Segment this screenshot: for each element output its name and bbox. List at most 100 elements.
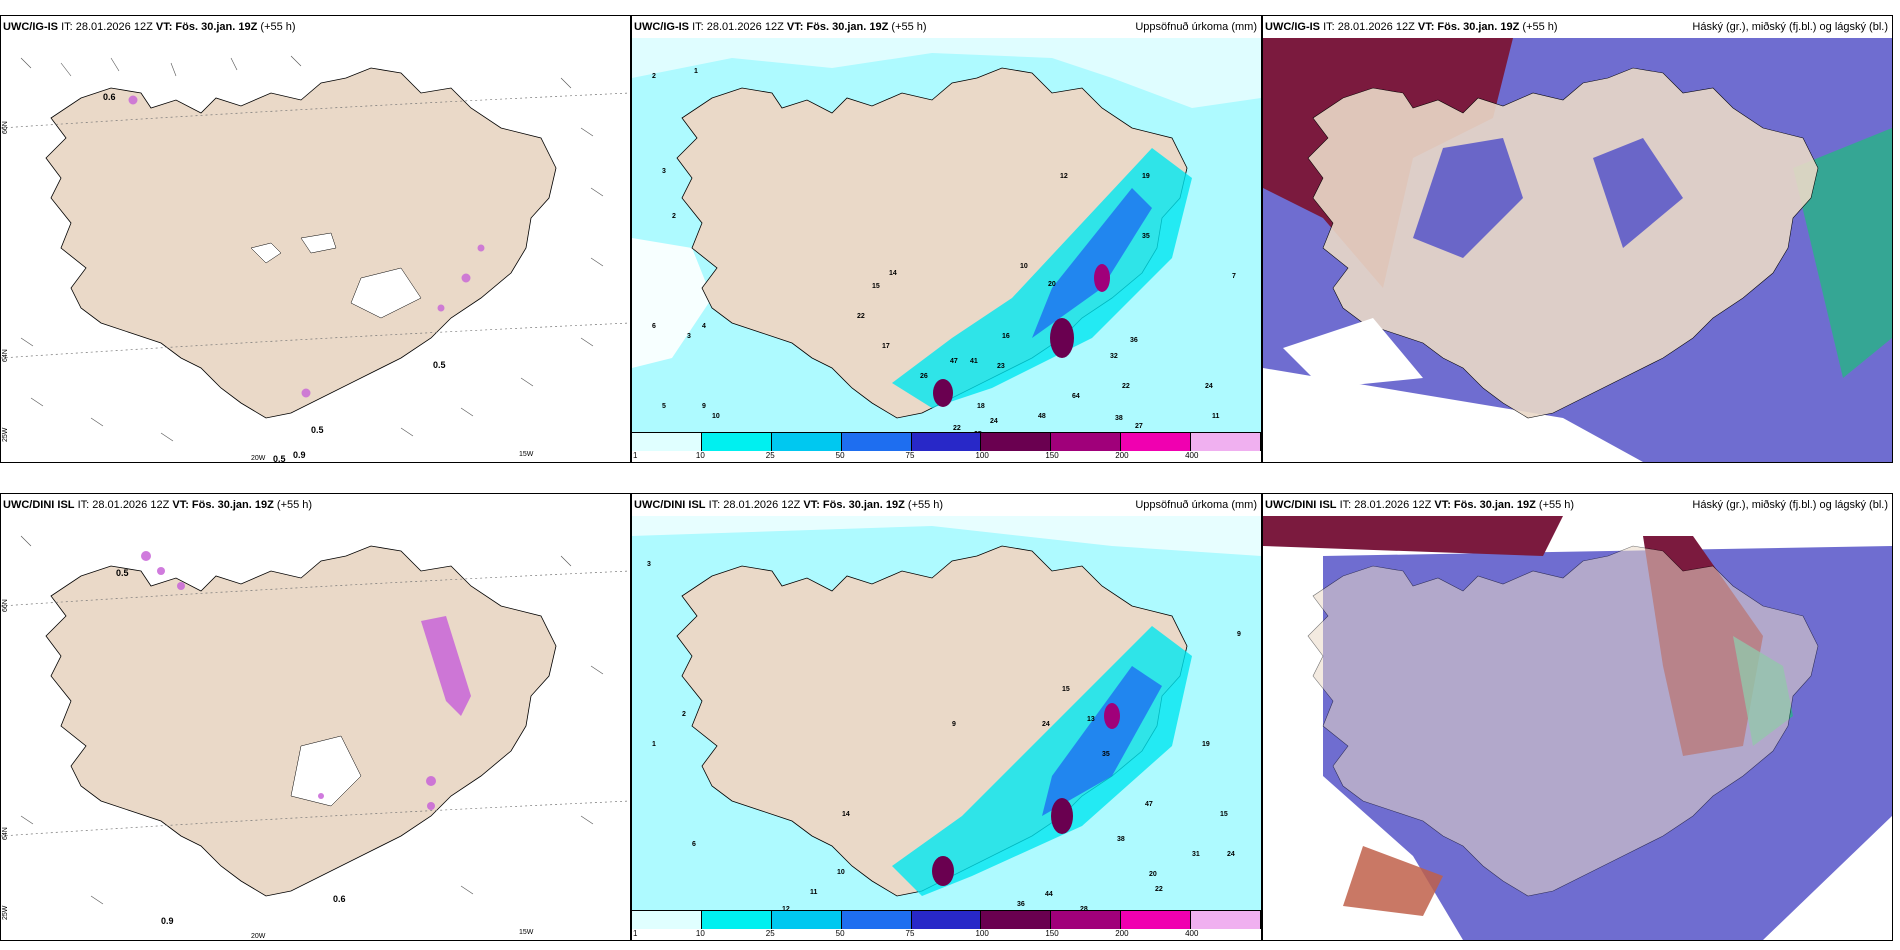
panel-header: UWC/IG-IS IT: 28.01.2026 12Z VT: Fös. 30…: [3, 21, 296, 33]
precip-value: 3: [687, 333, 691, 340]
lon-label: 25W: [2, 427, 9, 442]
colorbar-segment: [841, 433, 912, 451]
precip-value: 12: [1060, 173, 1068, 180]
precip-value: 24: [1227, 851, 1235, 858]
lon-label: 15W: [519, 451, 534, 458]
precip-value: 2: [652, 73, 656, 80]
precip-value: 35: [1142, 233, 1150, 240]
colorbar: 1 10 25 50 75 100 150 200 400: [632, 432, 1261, 462]
precip-value: 24: [1042, 721, 1050, 728]
precip-value: 44: [1045, 891, 1053, 898]
value-label: 0.9: [293, 450, 306, 460]
panel-dini-wind: UWC/DINI ISL IT: 28.01.2026 12Z VT: Fös.…: [0, 493, 631, 941]
precip-value: 7: [1232, 273, 1236, 280]
precip-value: 38: [1115, 415, 1123, 422]
precip-value: 47: [950, 358, 958, 365]
colorbar-tick: 100: [975, 929, 989, 938]
colorbar-segment: [1191, 433, 1261, 451]
value-label: 0.5: [116, 568, 129, 578]
colorbar-tick: 400: [1185, 451, 1199, 460]
precip-value: 11: [810, 889, 818, 896]
colorbar-tick: 10: [695, 929, 705, 938]
precip-value: 35: [1102, 751, 1110, 758]
precip-map: 2 1 3 6 3 5 2 4 8 9 10 14 15 22 17 47 41…: [632, 38, 1261, 432]
precip-value: 5: [662, 403, 666, 410]
value-label: 0.6: [333, 894, 346, 904]
precip-value: 26: [920, 373, 928, 380]
precip-value: 38: [1117, 836, 1125, 843]
lat-label: 64N: [2, 349, 9, 362]
colorbar-tick: 10: [695, 451, 705, 460]
precip-value: 10: [1020, 263, 1028, 270]
colorbar-tick: 50: [835, 929, 845, 938]
precip-value: 24: [990, 418, 998, 425]
lat-label: 64N: [2, 827, 9, 840]
colorbar-tick: 75: [905, 451, 915, 460]
colorbar-segment: [1051, 433, 1122, 451]
precip-value: 48: [1038, 413, 1046, 420]
colorbar-tick: 400: [1185, 929, 1199, 938]
precip-value: 24: [1205, 383, 1213, 390]
precip-value: 15: [1062, 686, 1070, 693]
precip-value: 11: [1212, 413, 1220, 420]
colorbar-segment: [911, 911, 982, 929]
precip-value: 10: [837, 869, 845, 876]
panel-ig-clouds: UWC/IG-IS IT: 28.01.2026 12Z VT: Fös. 30…: [1262, 15, 1893, 463]
colorbar-segment: [911, 433, 982, 451]
lat-label: 66N: [2, 121, 9, 134]
colorbar-segment: [1051, 911, 1122, 929]
precip-value: 36: [1130, 337, 1138, 344]
colorbar-segment: [632, 433, 702, 451]
precip-value: 14: [889, 270, 897, 277]
precip-value: 25: [974, 431, 982, 432]
colorbar-tick: 25: [765, 929, 775, 938]
lon-label: 20W: [251, 933, 266, 940]
colorbar-segment: [701, 433, 772, 451]
precip-value: 20: [1149, 871, 1157, 878]
lon-label: 25W: [2, 905, 9, 920]
precip-value: 9: [702, 403, 706, 410]
precip-value: 1: [694, 68, 698, 75]
precip-value: 9: [952, 721, 956, 728]
wind-map: 66N 64N 25W 20W 15W 0.5 0.9 0.6: [1, 516, 630, 940]
precip-value: 14: [842, 811, 850, 818]
wind-map: 66N 64N 25W 20W 15W 0.6 0.5 0.5 0.5 0.9: [1, 38, 630, 462]
precip-value: 36: [1017, 901, 1025, 908]
precip-value: 20: [1048, 281, 1056, 288]
colorbar-tick: 75: [905, 929, 915, 938]
precip-value: 6: [692, 841, 696, 848]
precip-value: 22: [1155, 886, 1163, 893]
colorbar-tick: 50: [835, 451, 845, 460]
colorbar-segment: [701, 911, 772, 929]
panel-header: UWC/IG-IS IT: 28.01.2026 12Z VT: Fös. 30…: [1265, 21, 1888, 33]
colorbar-tick: 25: [765, 451, 775, 460]
precip-value: 22: [857, 313, 865, 320]
colorbar-tick: 200: [1115, 451, 1129, 460]
panel-header: UWC/DINI ISL IT: 28.01.2026 12Z VT: Fös.…: [634, 499, 1257, 511]
colorbar: 1 10 25 50 75 100 150 200 400: [632, 910, 1261, 940]
colorbar-tick: 1: [633, 929, 638, 938]
panel-dini-precip: UWC/DINI ISL IT: 28.01.2026 12Z VT: Fös.…: [631, 493, 1262, 941]
colorbar-tick: 150: [1045, 451, 1059, 460]
colorbar-tick: 1: [633, 451, 638, 460]
precip-value: 16: [1002, 333, 1010, 340]
panel-dini-clouds: UWC/DINI ISL IT: 28.01.2026 12Z VT: Fös.…: [1262, 493, 1893, 941]
lat-label: 66N: [2, 599, 9, 612]
precip-value: 3: [662, 168, 666, 175]
precip-value: 15: [872, 283, 880, 290]
panel-ig-precip: UWC/IG-IS IT: 28.01.2026 12Z VT: Fös. 30…: [631, 15, 1262, 463]
value-label: 0.6: [103, 92, 116, 102]
precip-value: 27: [1135, 423, 1143, 430]
precip-value: 32: [1110, 353, 1118, 360]
panel-ig-wind: UWC/IG-IS IT: 28.01.2026 12Z VT: Fös. 30…: [0, 15, 631, 463]
colorbar-tick: 150: [1045, 929, 1059, 938]
lon-label: 20W: [251, 455, 266, 462]
precip-map: 3 1 2 6 12 14 11 10 9 15 24 13 35 47 38 …: [632, 516, 1261, 910]
colorbar-segment: [632, 911, 702, 929]
panel-header: UWC/DINI ISL IT: 28.01.2026 12Z VT: Fös.…: [1265, 499, 1888, 511]
colorbar-segment: [771, 433, 842, 451]
colorbar-segment: [771, 911, 842, 929]
precip-value: 22: [953, 425, 961, 432]
precip-value: 17: [882, 343, 890, 350]
colorbar-segment: [981, 911, 1052, 929]
